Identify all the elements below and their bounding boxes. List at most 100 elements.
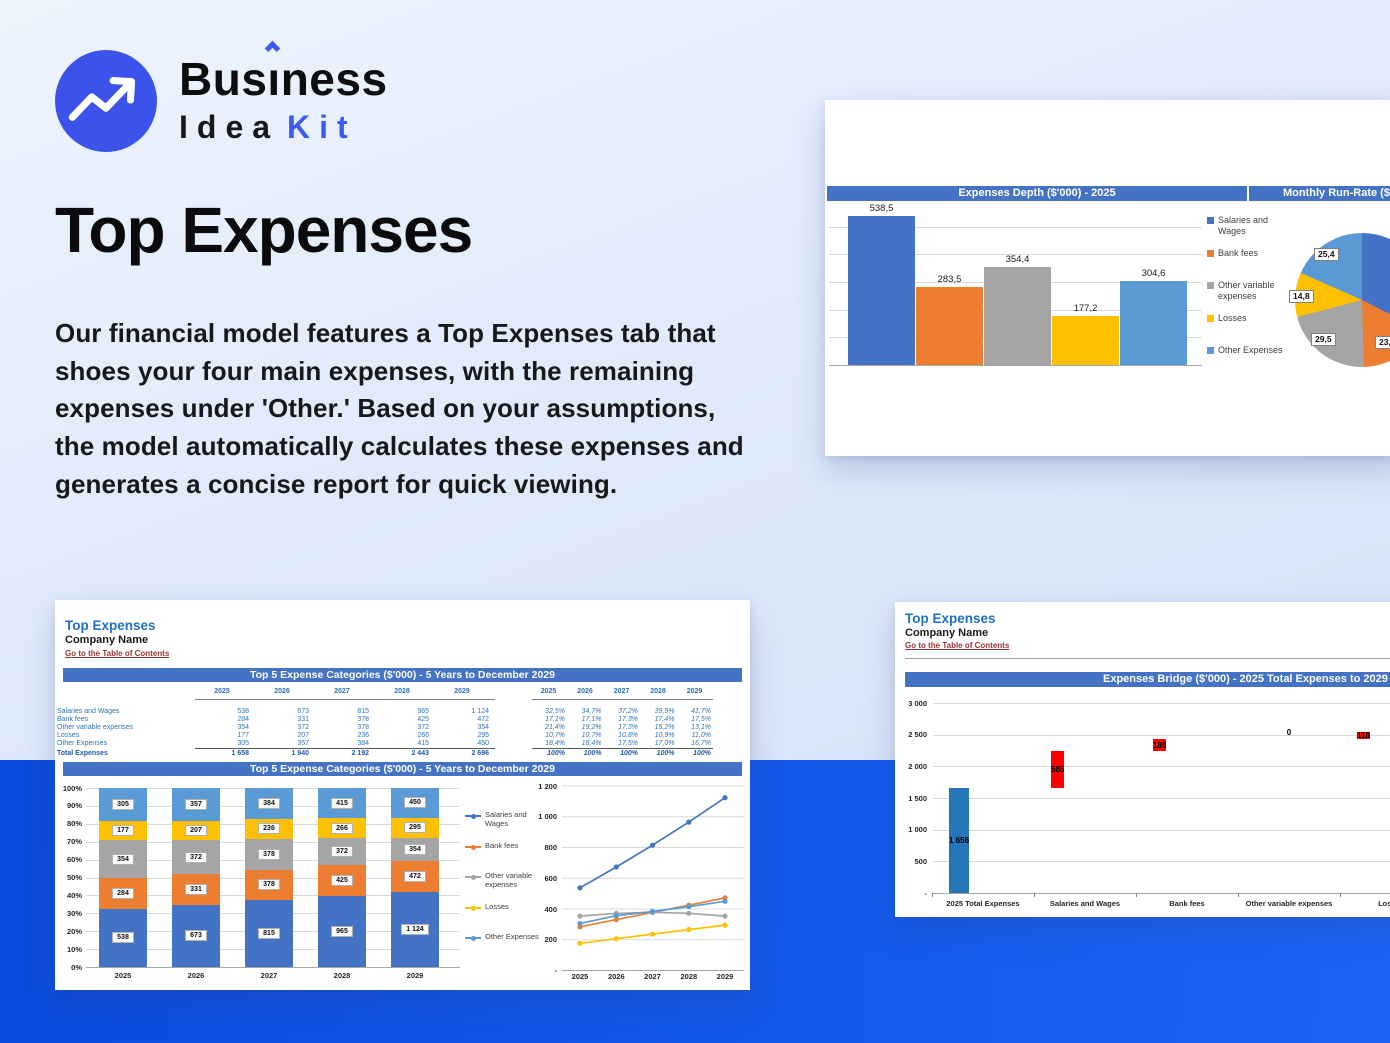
cell-value: 378: [357, 715, 369, 723]
data-point: [613, 864, 619, 870]
cell-percent: 37,2%: [618, 708, 638, 715]
waterfall-plot: 1 658 585 189 0 118: [932, 703, 1390, 898]
line-chart: [562, 785, 744, 971]
stacked-bar-chart: 538 284 354 177 305 673 331 372 207 357 815 378 378 2…: [86, 787, 460, 968]
cell-percent: 17,3%: [618, 723, 638, 731]
legend-marker: [1207, 347, 1214, 354]
legend-point: [471, 905, 476, 911]
brand-text: Bus: [179, 53, 268, 105]
data-point: [686, 927, 692, 933]
segment-value-label: 354: [404, 843, 426, 855]
title-divider: [1247, 186, 1249, 201]
cell-percent: 18,4%: [581, 739, 602, 747]
cell-value: 415: [417, 739, 429, 747]
legend-marker: [465, 873, 481, 881]
y-axis-label: 60%: [66, 855, 82, 865]
legend-label: Other Expenses: [485, 932, 539, 941]
cell-percent: 10,7%: [545, 731, 565, 739]
segment-value-label: 357: [185, 799, 207, 811]
cell-percent: 10,9%: [654, 731, 675, 739]
segment-value-label: 284: [112, 888, 134, 900]
cell-percent: 13,1%: [691, 723, 711, 731]
legend-marker: [1207, 282, 1214, 289]
data-point: [649, 842, 656, 848]
legend-marker: [465, 934, 481, 942]
gridline: [829, 226, 1202, 228]
depth-chart-bars: 538,5 283,5 354,4 177,2 304,6: [848, 203, 1187, 365]
gridline: [86, 967, 460, 968]
y-axis-label: 400: [544, 904, 557, 914]
bar-segment: 284: [99, 878, 147, 909]
cell-percent: 10,7%: [581, 731, 602, 739]
cell-percent: 34,7%: [581, 708, 602, 715]
bar-segment: 815: [245, 900, 293, 967]
y-axis-label: 1 000: [908, 825, 927, 835]
trend-arrow-icon: [55, 50, 157, 152]
total-value: 2 192: [351, 750, 369, 757]
total-percent: 100%: [693, 750, 711, 757]
bar-column: 304,6: [1120, 268, 1187, 365]
depth-chart-legend: Salaries and Wages Bank fees Other variabl…: [1207, 215, 1307, 375]
year-header: 2028: [650, 688, 666, 695]
screenshot-top5-expense-categories: Top Expenses Company Name Go to the Tabl…: [55, 600, 750, 990]
segment-value-label: 372: [185, 851, 207, 863]
row-label: Bank fees: [57, 715, 89, 723]
segment-value-label: 295: [404, 822, 426, 834]
legend-marker: [465, 812, 481, 820]
data-point: [613, 913, 619, 919]
runrate-pie-chart: [1295, 233, 1390, 367]
bar-value-label: 1 658: [949, 836, 970, 845]
segment-value-label: 378: [258, 879, 280, 891]
bar-column: 283,5: [916, 274, 983, 365]
legend-item: Other variable expenses: [465, 871, 547, 890]
table-of-contents-link[interactable]: Go to the Table of Contents: [905, 641, 1010, 650]
cell-value: 295: [477, 731, 489, 739]
cell-value: 538: [237, 708, 249, 715]
total-topline: [195, 748, 495, 749]
cell-percent: 17,5%: [618, 739, 638, 747]
legend-label: Other Expenses: [1218, 345, 1283, 355]
gridline: [933, 861, 1390, 863]
stacked-bar: 673 331 372 207 357: [172, 788, 220, 967]
brand-logo: Busı ness Idea Kit: [55, 40, 388, 152]
data-point: [722, 913, 728, 919]
sheet-title: Top Expenses: [65, 618, 156, 633]
legend-label: Bank fees: [1218, 248, 1259, 258]
x-axis-label: 2026: [607, 972, 625, 981]
legend-point: [471, 874, 476, 880]
segment-value-label: 425: [331, 875, 353, 887]
cell-value: 425: [417, 715, 429, 723]
data-point: [686, 904, 692, 910]
cell-percent: 17,0%: [654, 739, 675, 747]
y-axis-label: 0%: [71, 962, 82, 972]
bar-value-label: 283,5: [937, 273, 962, 285]
legend-label: Losses: [485, 902, 509, 911]
segment-value-label: 236: [258, 823, 280, 835]
x-axis-label: 2026: [187, 971, 205, 980]
bar-value-label: 177,2: [1073, 303, 1098, 314]
y-axis-label: 40%: [66, 890, 82, 900]
cell-percent: 16,7%: [691, 739, 711, 747]
cell-value: 965: [417, 708, 429, 715]
data-point: [686, 819, 692, 825]
year-header: 2029: [454, 688, 470, 695]
cell-value: 177: [237, 731, 249, 739]
bar-segment: 357: [172, 788, 220, 822]
brand-text: ı: [267, 53, 281, 105]
bar-segment: 207: [172, 821, 220, 841]
cell-percent: 17,5%: [691, 715, 711, 723]
company-name: Company Name: [905, 627, 989, 639]
segment-value-label: 965: [331, 926, 353, 938]
y-axis-label: 1 200: [538, 781, 557, 791]
y-axis-label: 20%: [66, 926, 82, 936]
brand-wordmark: Busı ness Idea Kit: [179, 40, 388, 152]
cell-value: 472: [477, 715, 489, 723]
bar-segment: 378: [245, 838, 293, 870]
series-legend: Salaries and Wages Bank fees Other variabl…: [465, 810, 555, 960]
x-axis-label: Losses: [1378, 899, 1390, 908]
bar-segment: 354: [391, 837, 439, 862]
axis-tick: [1034, 893, 1035, 897]
cell-value: 266: [417, 731, 429, 739]
table-of-contents-link[interactable]: Go to the Table of Contents: [65, 649, 170, 658]
segment-value-label: 415: [331, 797, 353, 809]
